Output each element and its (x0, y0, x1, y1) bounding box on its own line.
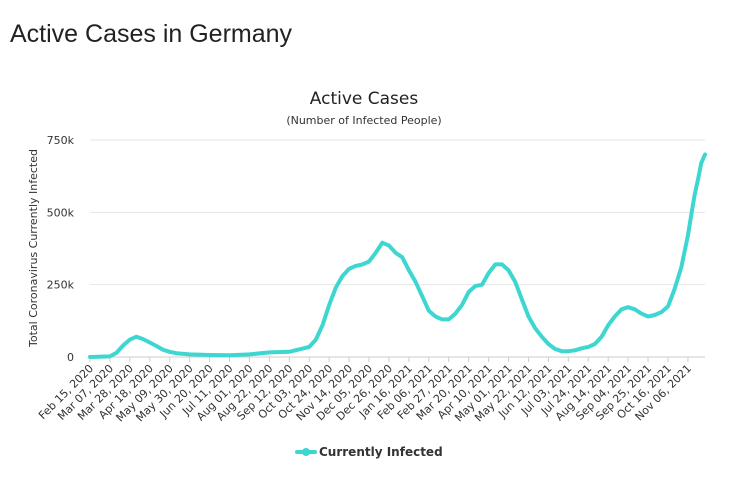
page-title: Active Cases in Germany (10, 20, 293, 48)
legend-item-currently-infected[interactable]: Currently Infected (319, 445, 443, 459)
legend-marker-icon (302, 448, 310, 456)
legend[interactable]: Currently Infected (295, 445, 443, 459)
y-tick-label: 0 (67, 351, 74, 364)
series-layer (88, 152, 707, 359)
y-tick-label: 250k (47, 279, 75, 292)
y-axis-ticks: 0 250k 500k 750k (47, 134, 75, 364)
chart-title: Active Cases (310, 89, 419, 109)
y-tick-label: 750k (47, 134, 75, 147)
grid-lines (90, 139, 705, 358)
chart-subtitle: (Number of Infected People) (286, 114, 441, 127)
y-axis-label: Total Coronavirus Currently Infected (27, 149, 40, 348)
series-line-currently-infected (88, 152, 707, 359)
y-tick-label: 500k (47, 206, 75, 219)
